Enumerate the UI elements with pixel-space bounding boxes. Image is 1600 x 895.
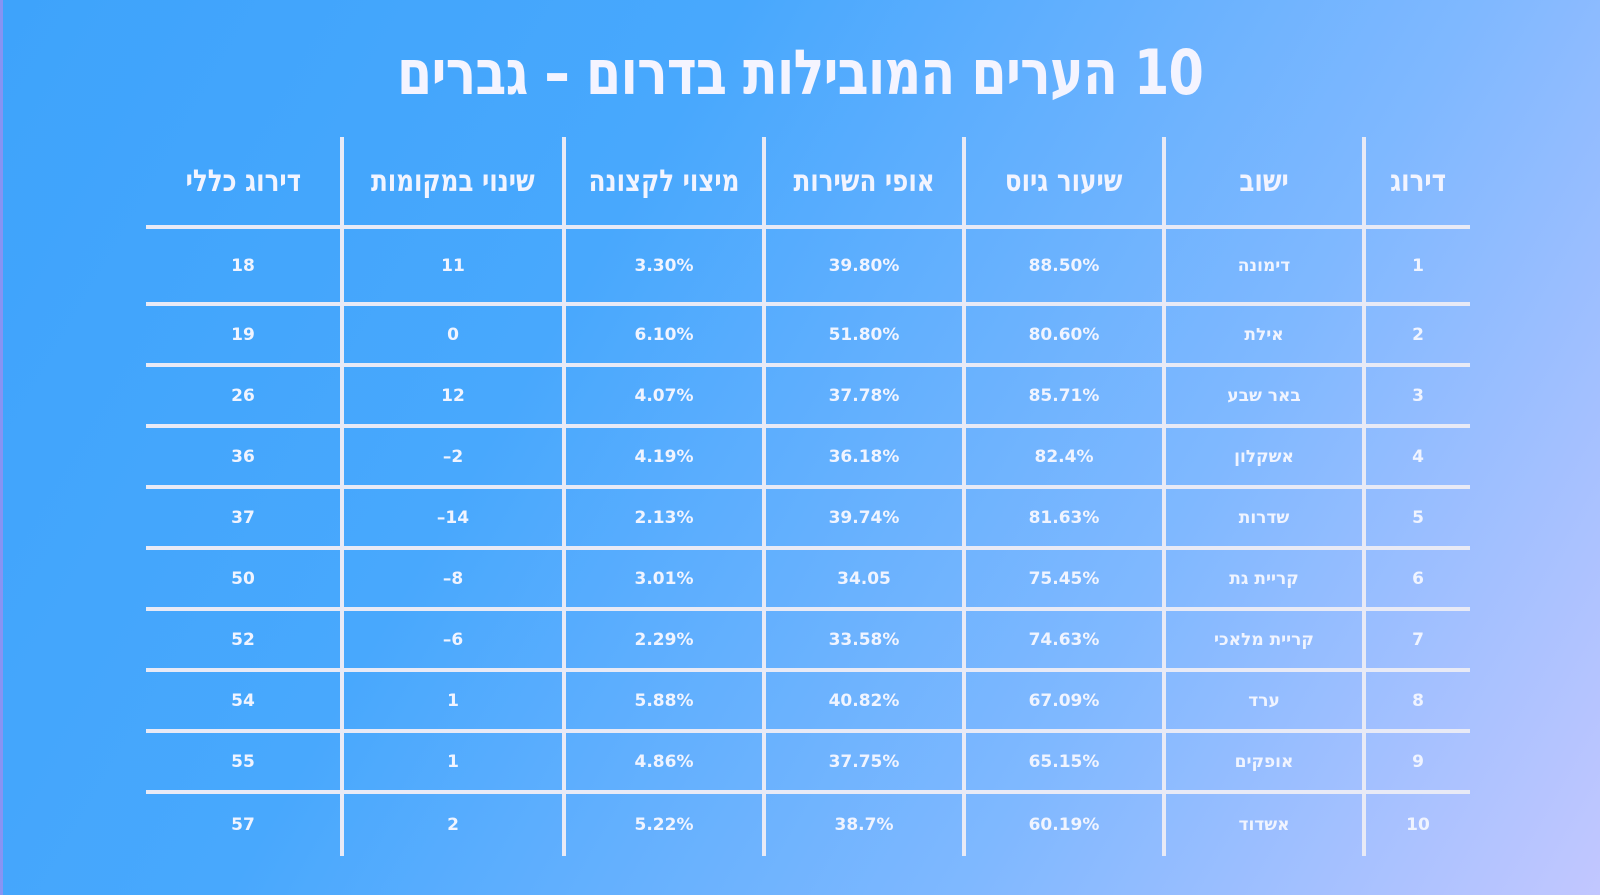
cell-officer-rate: 2.13% bbox=[564, 487, 766, 550]
header-position-change: שינוי במקומות bbox=[342, 137, 566, 229]
cell-rank: 5 bbox=[1364, 487, 1470, 550]
cell-officer-rate: 4.07% bbox=[564, 365, 766, 428]
cell-officer-rate: 3.01% bbox=[564, 548, 766, 611]
cell-position-change: 2 bbox=[342, 792, 566, 856]
cell-city: קריית גת bbox=[1164, 548, 1366, 611]
cell-officer-rate: 5.22% bbox=[564, 792, 766, 856]
cell-overall-rank: 57 bbox=[146, 792, 344, 856]
cell-service-type: 51.80% bbox=[764, 304, 966, 367]
table-row: 5 שדרות 81.63% 39.74% 2.13% 14– 37 bbox=[146, 487, 1470, 550]
table-row: 2 אילת 80.60% 51.80% 6.10% 0 19 bbox=[146, 304, 1470, 367]
cell-service-type: 39.74% bbox=[764, 487, 966, 550]
cell-rank: 4 bbox=[1364, 426, 1470, 489]
cell-service-type: 37.78% bbox=[764, 365, 966, 428]
cell-enlistment-rate: 85.71% bbox=[964, 365, 1166, 428]
cell-city: קריית מלאכי bbox=[1164, 609, 1366, 672]
cell-enlistment-rate: 81.63% bbox=[964, 487, 1166, 550]
cell-position-change: 8– bbox=[342, 548, 566, 611]
cell-enlistment-rate: 67.09% bbox=[964, 670, 1166, 733]
cell-officer-rate: 2.29% bbox=[564, 609, 766, 672]
cell-position-change: 1 bbox=[342, 731, 566, 794]
cell-city: אשדוד bbox=[1164, 792, 1366, 856]
cell-position-change: 12 bbox=[342, 365, 566, 428]
cell-officer-rate: 4.86% bbox=[564, 731, 766, 794]
page-title: 10 הערים המובילות בדרום – גברים bbox=[396, 36, 1204, 109]
cell-service-type: 37.75% bbox=[764, 731, 966, 794]
cell-overall-rank: 18 bbox=[146, 227, 344, 306]
cell-position-change: 11 bbox=[342, 227, 566, 306]
cell-service-type: 34.05 bbox=[764, 548, 966, 611]
table-header-row: דירוג ישוב שיעור גיוס אופי השירות מיצוי … bbox=[146, 137, 1470, 229]
cell-enlistment-rate: 82.4% bbox=[964, 426, 1166, 489]
cell-enlistment-rate: 80.60% bbox=[964, 304, 1166, 367]
cell-officer-rate: 4.19% bbox=[564, 426, 766, 489]
cell-enlistment-rate: 74.63% bbox=[964, 609, 1166, 672]
cell-city: דימונה bbox=[1164, 227, 1366, 306]
cell-rank: 1 bbox=[1364, 227, 1470, 306]
slide-edge-accent bbox=[0, 0, 3, 895]
cell-city: באר שבע bbox=[1164, 365, 1366, 428]
table-row: 3 באר שבע 85.71% 37.78% 4.07% 12 26 bbox=[146, 365, 1470, 428]
cell-overall-rank: 37 bbox=[146, 487, 344, 550]
cell-overall-rank: 54 bbox=[146, 670, 344, 733]
cell-city: אילת bbox=[1164, 304, 1366, 367]
table-row: 9 אופקים 65.15% 37.75% 4.86% 1 55 bbox=[146, 731, 1470, 794]
cell-overall-rank: 50 bbox=[146, 548, 344, 611]
cell-rank: 6 bbox=[1364, 548, 1470, 611]
cell-position-change: 0 bbox=[342, 304, 566, 367]
header-enlistment-rate: שיעור גיוס bbox=[964, 137, 1166, 229]
cell-officer-rate: 5.88% bbox=[564, 670, 766, 733]
header-officer-rate: מיצוי לקצונה bbox=[564, 137, 766, 229]
cell-position-change: 6– bbox=[342, 609, 566, 672]
cell-service-type: 40.82% bbox=[764, 670, 966, 733]
cell-service-type: 39.80% bbox=[764, 227, 966, 306]
header-service-type: אופי השירות bbox=[764, 137, 966, 229]
cell-rank: 3 bbox=[1364, 365, 1470, 428]
table-row: 8 ערד 67.09% 40.82% 5.88% 1 54 bbox=[146, 670, 1470, 733]
cell-officer-rate: 6.10% bbox=[564, 304, 766, 367]
cell-position-change: 2– bbox=[342, 426, 566, 489]
cell-rank: 2 bbox=[1364, 304, 1470, 367]
table-body: 1 דימונה 88.50% 39.80% 3.30% 11 18 2 אילת 80.60% 5… bbox=[146, 227, 1470, 856]
cell-overall-rank: 55 bbox=[146, 731, 344, 794]
cell-overall-rank: 36 bbox=[146, 426, 344, 489]
cell-rank: 9 bbox=[1364, 731, 1470, 794]
cell-overall-rank: 19 bbox=[146, 304, 344, 367]
table-row: 10 אשדוד 60.19% 38.7% 5.22% 2 57 bbox=[146, 792, 1470, 856]
cell-position-change: 14– bbox=[342, 487, 566, 550]
header-overall-rank: דירוג כללי bbox=[146, 137, 344, 229]
cell-enlistment-rate: 75.45% bbox=[964, 548, 1166, 611]
cell-service-type: 38.7% bbox=[764, 792, 966, 856]
cell-rank: 7 bbox=[1364, 609, 1470, 672]
cell-rank: 8 bbox=[1364, 670, 1470, 733]
cell-enlistment-rate: 88.50% bbox=[964, 227, 1166, 306]
cell-service-type: 33.58% bbox=[764, 609, 966, 672]
table-row: 4 אשקלון 82.4% 36.18% 4.19% 2– 36 bbox=[146, 426, 1470, 489]
table-row: 7 קריית מלאכי 74.63% 33.58% 2.29% 6– 52 bbox=[146, 609, 1470, 672]
ranking-table: דירוג ישוב שיעור גיוס אופי השירות מיצוי … bbox=[146, 137, 1470, 856]
cell-city: ערד bbox=[1164, 670, 1366, 733]
cell-city: שדרות bbox=[1164, 487, 1366, 550]
cell-city: אשקלון bbox=[1164, 426, 1366, 489]
cell-city: אופקים bbox=[1164, 731, 1366, 794]
cell-enlistment-rate: 60.19% bbox=[964, 792, 1166, 856]
cell-officer-rate: 3.30% bbox=[564, 227, 766, 306]
cell-rank: 10 bbox=[1406, 815, 1430, 835]
cell-service-type: 36.18% bbox=[764, 426, 966, 489]
cell-position-change: 1 bbox=[342, 670, 566, 733]
header-city: ישוב bbox=[1164, 137, 1366, 229]
cell-enlistment-rate: 65.15% bbox=[964, 731, 1166, 794]
table-row: 6 קריית גת 75.45% 34.05 3.01% 8– 50 bbox=[146, 548, 1470, 611]
table-row: 1 דימונה 88.50% 39.80% 3.30% 11 18 bbox=[146, 227, 1470, 306]
header-rank: דירוג bbox=[1364, 137, 1470, 229]
cell-overall-rank: 52 bbox=[146, 609, 344, 672]
cell-overall-rank: 26 bbox=[146, 365, 344, 428]
